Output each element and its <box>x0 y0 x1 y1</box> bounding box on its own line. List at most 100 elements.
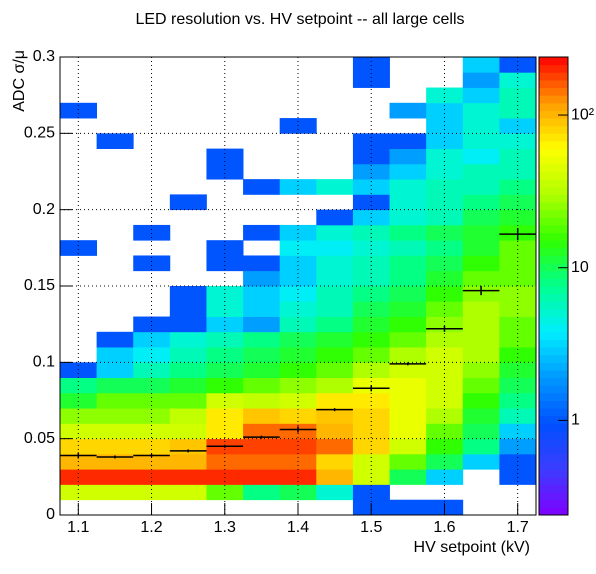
heatmap-cell <box>169 194 207 211</box>
heatmap-cell <box>279 331 317 348</box>
profile-point <box>499 227 536 241</box>
heatmap-cell <box>169 377 207 394</box>
heatmap-cell <box>462 316 500 333</box>
heatmap-cell <box>243 224 281 241</box>
x-tick-label: 1.4 <box>287 519 309 536</box>
heatmap-cell <box>316 453 354 470</box>
heatmap-cell <box>316 224 354 241</box>
heatmap-cell <box>352 423 390 440</box>
x-tick-label: 1.2 <box>140 519 162 536</box>
heatmap-cell <box>462 224 500 241</box>
heatmap-cell <box>426 362 464 378</box>
heatmap-cell <box>499 163 537 180</box>
heatmap-cell <box>243 392 281 409</box>
heatmap-cell <box>426 423 464 440</box>
heatmap-cell <box>96 331 134 348</box>
heatmap-cell <box>352 316 390 333</box>
heatmap-cell <box>499 392 537 409</box>
colorbar-band <box>539 102 568 111</box>
profile-point <box>316 408 353 412</box>
profile-point <box>206 444 244 448</box>
colorbar-band <box>539 64 568 73</box>
heatmap-cell <box>499 331 537 348</box>
heatmap-cell <box>462 423 500 440</box>
profile-point <box>169 449 207 453</box>
heatmap-cell <box>206 148 244 165</box>
heatmap-cell <box>389 133 427 149</box>
heatmap-cell <box>169 347 207 363</box>
heatmap-cell <box>352 484 390 501</box>
heatmap-cell <box>279 438 317 455</box>
heatmap-cell <box>389 102 427 119</box>
colorbar-band <box>539 263 568 272</box>
colorbar-band <box>539 431 568 440</box>
heatmap-cell <box>389 301 427 317</box>
heatmap-cell <box>96 377 134 394</box>
heatmap-cell <box>426 87 464 104</box>
heatmap-cell <box>169 469 207 485</box>
colorbar-band <box>539 453 568 463</box>
colorbar-band <box>539 446 568 455</box>
heatmap-cell <box>352 408 390 424</box>
profile-point <box>133 453 170 457</box>
heatmap-cell <box>462 347 500 363</box>
colorbar-band <box>539 232 568 241</box>
heatmap-cell <box>316 347 354 363</box>
heatmap-cell <box>169 316 207 333</box>
heatmap-cell <box>206 423 244 440</box>
heatmap-cell <box>279 316 317 333</box>
heatmap-cell <box>462 118 500 134</box>
heatmap-cell <box>462 194 500 211</box>
heatmap-cell <box>499 408 537 424</box>
heatmap-cell <box>352 57 390 73</box>
heatmap-cell <box>352 240 390 256</box>
heatmap-cell <box>426 240 464 256</box>
y-tick-label: 0.15 <box>24 277 55 294</box>
heatmap-cell <box>96 347 134 363</box>
y-tick-label: 0 <box>46 506 55 523</box>
heatmap-cell <box>169 408 207 424</box>
heatmap-cell <box>426 408 464 424</box>
heatmap-cell <box>206 347 244 363</box>
colorbar-band <box>539 148 568 157</box>
heatmap-cell <box>499 362 537 378</box>
heatmap-cell <box>389 377 427 394</box>
heatmap-cell <box>426 224 464 241</box>
heatmap-cell <box>169 484 207 501</box>
heatmap-cell <box>243 453 281 470</box>
heatmap-cell <box>243 179 281 195</box>
y-tick-label: 0.1 <box>33 354 55 371</box>
heatmap-cell <box>60 392 98 409</box>
heatmap-cell <box>169 331 207 348</box>
heatmap-cell <box>389 423 427 440</box>
profile-point <box>426 325 463 332</box>
heatmap-cell <box>316 270 354 287</box>
colorbar-band <box>539 293 568 302</box>
colorbar-band <box>539 186 568 195</box>
colorbar-band <box>539 255 568 264</box>
heatmap-cell <box>243 438 281 455</box>
heatmap-cell <box>316 209 354 226</box>
heatmap-cell <box>352 148 390 165</box>
heatmap-cell <box>96 423 134 440</box>
heatmap-cell <box>133 347 171 363</box>
profile-point <box>243 435 280 439</box>
heatmap-cell <box>243 469 281 485</box>
y-tick-label: 0.05 <box>24 430 55 447</box>
colorbar-band <box>539 469 568 478</box>
heatmap-cell <box>499 270 537 287</box>
colorbar-band <box>539 194 568 203</box>
heatmap-cell <box>96 469 134 485</box>
heatmap-cell <box>499 148 537 165</box>
heatmap-cell <box>316 301 354 317</box>
heatmap-cell <box>96 133 134 149</box>
heatmap-cell <box>96 438 134 455</box>
heatmap-cell <box>279 240 317 256</box>
heatmap-cell <box>389 240 427 256</box>
heatmap-cell <box>133 362 171 378</box>
heatmap-cell <box>462 255 500 272</box>
heatmap-cell <box>426 163 464 180</box>
colorbar-band <box>539 179 568 188</box>
colorbar-band <box>539 247 568 256</box>
